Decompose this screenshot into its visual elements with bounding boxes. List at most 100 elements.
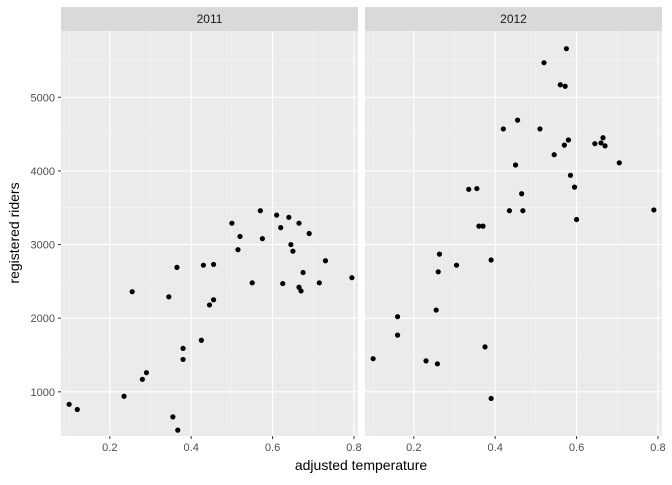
data-point: [143, 370, 150, 376]
facet-panel-2011: 2011: [61, 7, 358, 436]
data-point: [206, 302, 213, 308]
data-point: [436, 251, 443, 257]
data-point: [616, 160, 622, 166]
data-point: [506, 208, 513, 214]
x-tick-label: 0.2: [102, 442, 117, 454]
panel-background: [365, 31, 662, 436]
data-point: [166, 294, 172, 300]
data-point: [434, 361, 441, 367]
data-point: [435, 269, 441, 275]
data-point: [200, 262, 206, 268]
data-point: [210, 297, 217, 303]
y-tick-label: 2000: [31, 313, 55, 325]
data-point: [598, 140, 604, 146]
data-point: [394, 332, 401, 338]
facet-strip: [365, 7, 662, 31]
data-point: [121, 393, 127, 399]
data-point: [296, 220, 302, 226]
data-point: [349, 275, 355, 281]
data-point: [602, 143, 608, 149]
x-tick-label: 0.8: [346, 442, 361, 454]
data-point: [519, 191, 525, 197]
data-point: [288, 241, 294, 248]
data-point: [175, 427, 181, 433]
data-point: [563, 46, 569, 52]
data-point: [235, 247, 241, 253]
data-point: [453, 262, 460, 268]
data-point: [259, 236, 265, 242]
facet-panels: 2011 2012: [61, 7, 662, 436]
data-point: [298, 288, 304, 294]
data-point: [210, 261, 217, 268]
facet-strip: [61, 7, 358, 31]
data-point: [541, 60, 547, 66]
data-point: [170, 414, 176, 420]
data-point: [174, 264, 180, 270]
data-point: [257, 208, 263, 214]
x-axis-tick-labels: 0.2 0.4 0.6 0.8 0.2 0.4 0.6 0.8: [102, 436, 666, 454]
x-tick-label: 0.8: [650, 442, 665, 454]
data-point: [237, 233, 243, 240]
data-point: [651, 207, 657, 213]
data-point: [551, 152, 557, 158]
data-point: [557, 82, 563, 88]
data-point: [290, 248, 296, 254]
data-point: [129, 289, 135, 295]
data-point: [74, 406, 80, 413]
data-point: [180, 356, 186, 363]
data-point: [482, 344, 488, 350]
data-point: [316, 280, 322, 286]
facet-strip-label: 2012: [500, 12, 527, 26]
data-point: [571, 184, 578, 190]
data-point: [537, 126, 543, 132]
x-tick-label: 0.2: [406, 442, 421, 454]
data-point: [198, 337, 204, 343]
data-point: [512, 162, 519, 168]
y-tick-label: 4000: [31, 166, 55, 178]
data-point: [466, 186, 472, 192]
x-axis-title: adjusted temperature: [295, 457, 428, 473]
data-point: [488, 395, 494, 402]
data-point: [322, 258, 329, 264]
data-point: [567, 172, 574, 178]
data-point: [249, 280, 255, 286]
facet-panel-2012: 2012: [365, 7, 662, 436]
x-tick-label: 0.4: [488, 442, 503, 454]
x-tick-label: 0.6: [569, 442, 584, 454]
y-tick-label: 3000: [31, 240, 55, 252]
data-point: [423, 358, 429, 364]
y-axis-tick-labels: 1000 2000 3000 4000 5000: [31, 92, 61, 399]
data-point: [278, 225, 284, 231]
data-point: [474, 185, 480, 192]
data-point: [370, 356, 376, 362]
data-point: [306, 230, 312, 237]
data-point: [394, 314, 401, 320]
data-point: [514, 117, 521, 123]
x-tick-label: 0.4: [184, 442, 199, 454]
y-tick-label: 1000: [31, 387, 55, 399]
data-point: [476, 223, 482, 229]
data-point: [500, 126, 506, 132]
data-point: [592, 141, 598, 147]
data-point: [280, 280, 286, 287]
data-point: [66, 401, 72, 407]
facet-strip-label: 2011: [197, 12, 223, 26]
x-tick-label: 0.6: [265, 442, 280, 454]
data-point: [300, 269, 306, 276]
data-point: [180, 345, 186, 351]
y-tick-label: 5000: [31, 92, 55, 104]
data-point: [573, 216, 580, 223]
data-point: [433, 307, 439, 313]
data-point: [565, 137, 572, 143]
y-axis-title: registered riders: [6, 182, 22, 283]
data-point: [139, 376, 145, 382]
data-point: [600, 135, 606, 141]
data-point: [274, 212, 280, 218]
data-point: [562, 83, 568, 89]
data-point: [488, 257, 494, 263]
data-point: [229, 220, 235, 226]
data-point: [286, 214, 292, 220]
data-point: [480, 223, 486, 229]
data-point: [561, 142, 567, 148]
